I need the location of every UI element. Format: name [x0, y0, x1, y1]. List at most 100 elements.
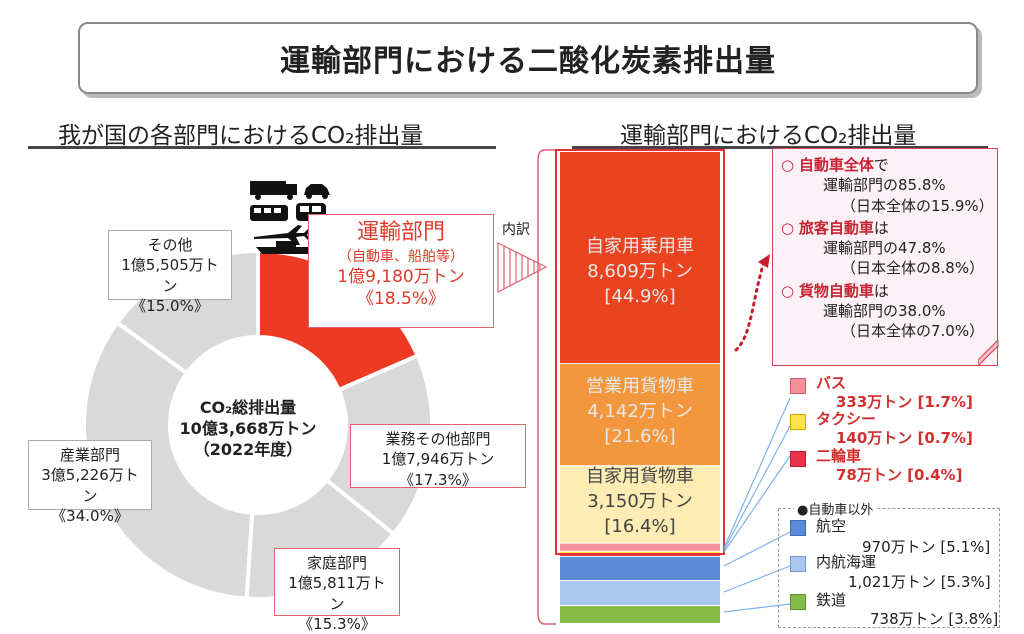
bar-motorcycle: [560, 555, 720, 557]
dotted-arrow-head: [758, 254, 770, 268]
motorcycle-amount: 78万トン: [836, 466, 902, 484]
donut-center-label: CO₂総排出量 10億3,668万トン （2022年度）: [178, 398, 318, 460]
private-freight-label: 自家用貨物車 3,150万トン [16.4%]: [556, 464, 724, 540]
note-line: （日本全体の15.9%）: [841, 196, 994, 215]
truck-icon: [250, 181, 297, 200]
dotted-arrow: [734, 260, 766, 352]
car-icon: [304, 184, 330, 199]
passenger-car-share: [44.9%]: [604, 286, 676, 308]
connector-lines: [723, 397, 791, 613]
note-line: （日本全体の8.8%）: [841, 259, 985, 278]
motorcycle-name: 二輪車: [816, 447, 862, 465]
note-head: 貨物自動車: [798, 281, 874, 300]
bar-passenger-car: [560, 152, 720, 364]
right-title-rule: [572, 146, 988, 149]
total-emission-title: CO₂総排出量: [199, 398, 297, 417]
circle-bullet-icon: ○: [781, 281, 795, 300]
aviation-name: 航空: [816, 517, 847, 535]
business-freight-amount: 4,142万トン: [587, 401, 693, 423]
page-title: 運輸部門における二酸化炭素排出量: [78, 22, 978, 94]
coastal-shipping-amount: 1,021万トン: [848, 573, 936, 591]
coastal-shipping-name: 内航海運: [816, 553, 877, 571]
business-freight-name: 営業用貨物車: [586, 376, 694, 397]
transport-sector-note: （自動車、船舶等）: [338, 248, 464, 265]
bus-amount: 333万トン: [836, 393, 913, 411]
industry-sector-name: 産業部門: [59, 446, 120, 464]
note-line: 運輸部門の38.0%: [823, 301, 946, 320]
left-title-rule: [28, 146, 496, 149]
bar-bus: [560, 543, 720, 551]
page-title-text: 運輸部門における二酸化炭素排出量: [280, 44, 776, 79]
bus-icon: [250, 205, 288, 221]
rail-amount: 738万トン: [870, 610, 944, 628]
taxi-name: タクシー: [816, 410, 877, 428]
coastal-shipping-value: 1,021万トン [5.3%]: [848, 573, 991, 592]
taxi-amount: 140万トン: [836, 429, 913, 447]
ship-icon: [256, 241, 316, 254]
bus-label: バス: [816, 374, 846, 392]
private-freight-amount: 3,150万トン: [587, 491, 693, 513]
business-sector-amount: 1億7,946万トン: [381, 450, 495, 469]
bus-share: [1.7%]: [917, 393, 973, 411]
other-sector-share: 《15.0%》: [131, 296, 209, 315]
airplane-icon: [254, 225, 310, 245]
rail-value: 738万トン [3.8%]: [870, 610, 998, 629]
motorcycle-value: 78万トン [0.4%]: [836, 466, 962, 484]
taxi-share: [0.7%]: [917, 429, 973, 447]
non-car-modes-box: [778, 508, 1000, 628]
taxi-value: 140万トン [0.7%]: [836, 429, 973, 447]
private-freight-share: [16.4%]: [604, 516, 676, 538]
rail-name: 鉄道: [816, 591, 847, 609]
coastal-shipping-share: [5.3%]: [940, 573, 991, 591]
passenger-car-label: 自家用乗用車 8,609万トン [44.9%]: [556, 234, 724, 310]
left-section-title: 我が国の各部門におけるCO₂排出量: [58, 123, 424, 149]
motorcycle-swatch: [790, 451, 806, 467]
motorcycle-label: 二輪車: [816, 447, 861, 465]
industry-sector-label: 産業部門 3億5,226万トン 《34.0%》: [28, 440, 152, 525]
bar-aviation: [560, 556, 720, 581]
car-share-notes: ○ 自動車全体で 運輸部門の85.8% （日本全体の15.9%） ○ 旅客自動車…: [772, 148, 998, 366]
bar-business-freight: [560, 364, 720, 466]
motorcycle-share: [0.4%]: [907, 466, 963, 484]
note-item: ○ 貨物自動車は 運輸部門の38.0% （日本全体の7.0%）: [781, 281, 989, 342]
business-sector-name: 業務その他部門: [385, 430, 491, 448]
other-sector-label: その他 1億5,505万トン 《15.0%》: [108, 230, 232, 315]
transport-sector-label: 運輸部門 （自動車、船舶等） 1億9,180万トン 《18.5%》: [308, 214, 494, 328]
note-tail: で: [873, 156, 889, 174]
transport-icons: [250, 181, 330, 254]
household-sector-label: 家庭部門 1億5,811万トン 《15.3%》: [274, 548, 400, 633]
industry-sector-share: 《34.0%》: [51, 506, 129, 525]
note-item: ○ 旅客自動車は 運輸部門の47.8% （日本全体の8.8%）: [781, 218, 989, 279]
business-freight-label: 営業用貨物車 4,142万トン [21.6%]: [556, 374, 724, 450]
business-sector-label: 業務その他部門 1億7,946万トン 《17.3%》: [350, 424, 526, 489]
note-line: （日本全体の7.0%）: [841, 322, 985, 340]
note-item: ○ 自動車全体で 運輸部門の85.8% （日本全体の15.9%）: [781, 155, 994, 216]
non-car-modes-title: ●自動車以外: [794, 499, 877, 518]
bar-private-freight: [560, 466, 720, 543]
aviation-value: 970万トン [5.1%]: [862, 538, 990, 557]
household-sector-share: 《15.3%》: [298, 614, 376, 633]
aviation-share: [5.1%]: [940, 538, 991, 556]
private-freight-name: 自家用貨物車: [586, 466, 694, 487]
household-sector-name: 家庭部門: [306, 554, 367, 572]
right-section-title: 運輸部門におけるCO₂排出量: [620, 123, 917, 149]
coastal-shipping-swatch: [790, 556, 806, 572]
breakdown-label: 内訳: [502, 222, 530, 238]
breakdown-arrow: [497, 242, 548, 293]
bus-name: バス: [816, 374, 847, 392]
bar-rail: [560, 606, 720, 623]
industry-sector-amount: 3億5,226万トン: [41, 466, 139, 505]
note-tail: は: [873, 281, 889, 300]
note-tail: は: [873, 218, 889, 237]
taxi-label: タクシー: [816, 410, 876, 428]
bar-taxi: [560, 551, 720, 555]
rail-share: [3.8%]: [948, 610, 999, 628]
taxi-swatch: [790, 414, 806, 430]
other-sector-amount: 1億5,505万トン: [121, 256, 219, 295]
aviation-amount: 970万トン: [862, 538, 936, 556]
transport-sector-share: 《18.5%》: [356, 288, 445, 309]
other-sector-name: その他: [147, 236, 193, 254]
transport-sector-name: 運輸部門: [356, 220, 445, 245]
breakdown-bracket: [537, 149, 556, 625]
bus-value: 333万トン [1.7%]: [836, 393, 973, 411]
